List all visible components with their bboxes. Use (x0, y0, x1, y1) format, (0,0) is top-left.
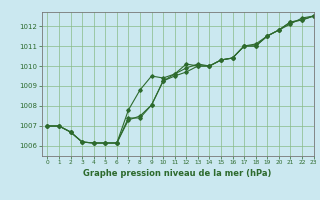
X-axis label: Graphe pression niveau de la mer (hPa): Graphe pression niveau de la mer (hPa) (84, 169, 272, 178)
